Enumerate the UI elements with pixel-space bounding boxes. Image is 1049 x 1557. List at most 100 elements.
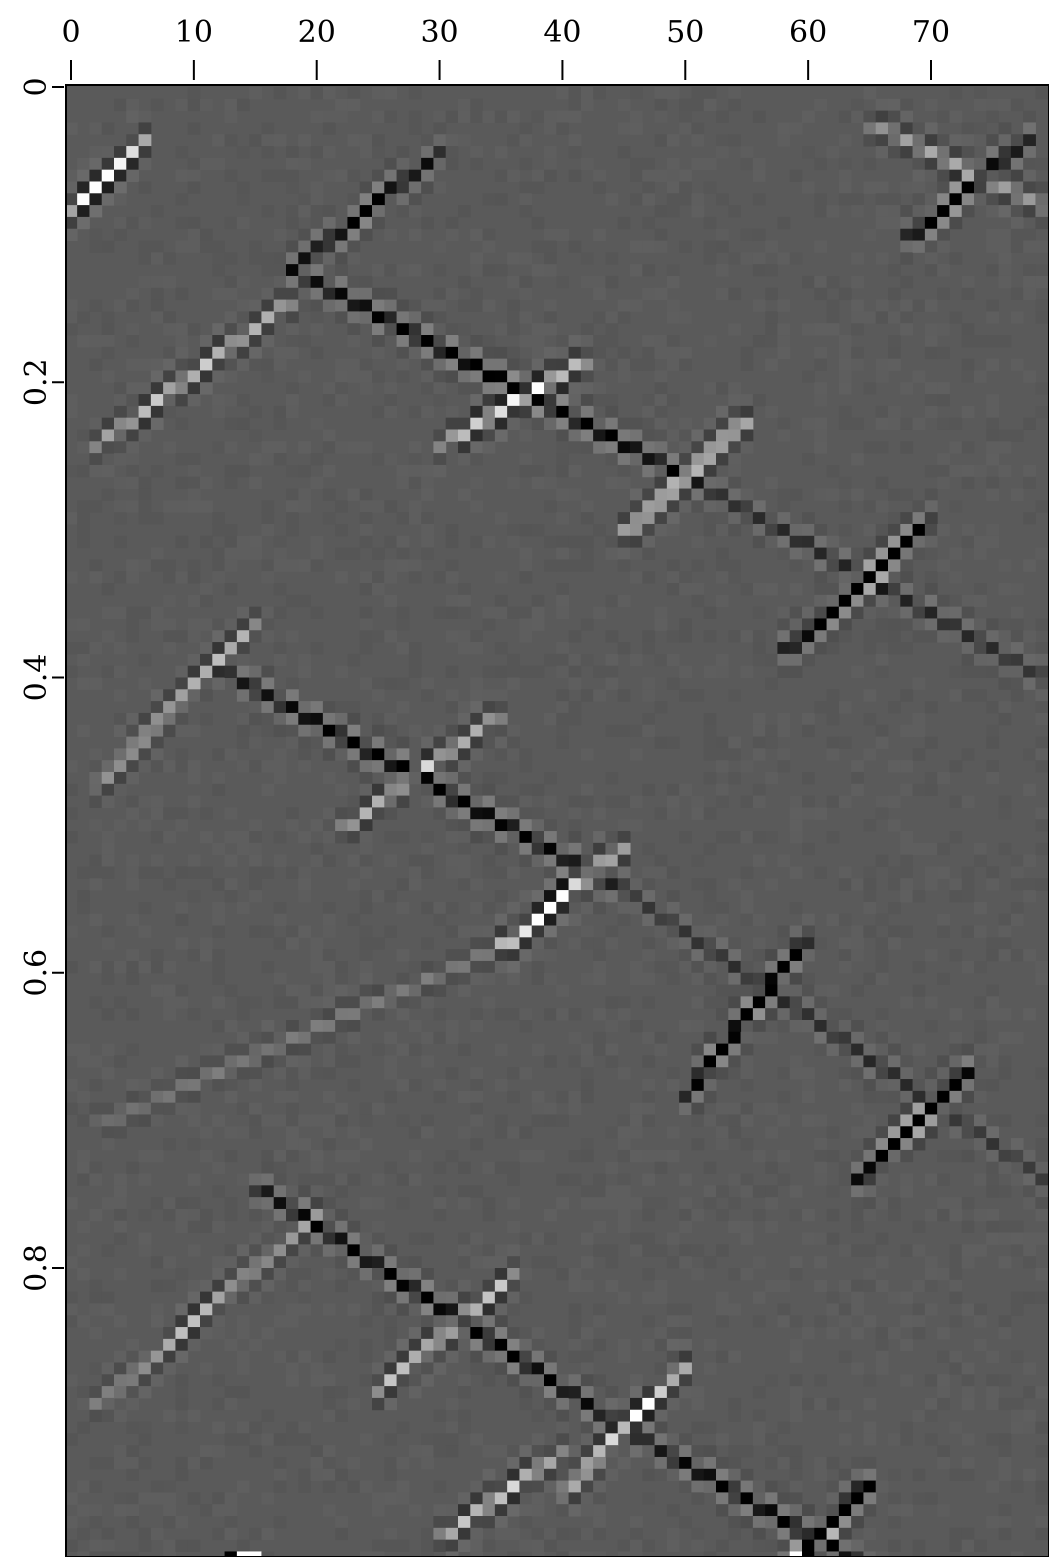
- heatmap-cell: [580, 1079, 594, 1092]
- heatmap-cell: [937, 228, 950, 242]
- heatmap-cell: [974, 960, 987, 974]
- heatmap-cell: [912, 1279, 926, 1293]
- heatmap-cell: [544, 346, 557, 360]
- heatmap-cell: [494, 1161, 508, 1175]
- heatmap-cell: [912, 984, 926, 997]
- heatmap-cell: [740, 1055, 754, 1068]
- heatmap-cell: [175, 1338, 189, 1352]
- heatmap-cell: [89, 878, 103, 891]
- heatmap-cell: [568, 535, 582, 549]
- heatmap-cell: [126, 287, 140, 301]
- heatmap-cell: [286, 1031, 299, 1045]
- heatmap-cell: [949, 252, 963, 265]
- heatmap-cell: [163, 1551, 176, 1557]
- heatmap-cell: [384, 157, 398, 171]
- heatmap-cell: [740, 1138, 754, 1151]
- heatmap-cell: [200, 712, 213, 726]
- heatmap-cell: [408, 1149, 422, 1163]
- heatmap-cell: [1023, 146, 1036, 159]
- heatmap-cell: [863, 1551, 877, 1557]
- heatmap-cell: [654, 500, 668, 513]
- heatmap-cell: [666, 571, 680, 584]
- heatmap-cell: [372, 724, 385, 738]
- heatmap-cell: [273, 358, 287, 371]
- heatmap-cell: [728, 134, 742, 147]
- heatmap-cell: [961, 1468, 975, 1482]
- heatmap-cell: [654, 960, 668, 974]
- heatmap-cell: [286, 630, 299, 643]
- heatmap-cell: [1023, 677, 1036, 690]
- heatmap-cell: [458, 1291, 471, 1304]
- heatmap-cell: [544, 1468, 557, 1482]
- heatmap-cell: [531, 1445, 545, 1458]
- heatmap-cell: [384, 1374, 398, 1387]
- heatmap-cell: [802, 653, 815, 667]
- heatmap-cell: [175, 1315, 189, 1328]
- heatmap-cell: [789, 547, 803, 560]
- heatmap-cell: [863, 630, 877, 643]
- heatmap-cell: [273, 1468, 287, 1482]
- heatmap-cell: [986, 264, 1000, 277]
- heatmap-cell: [679, 1386, 692, 1399]
- heatmap-cell: [937, 264, 950, 277]
- heatmap-cell: [163, 1539, 176, 1552]
- heatmap-cell: [433, 1527, 447, 1541]
- heatmap-cell: [900, 523, 914, 537]
- heatmap-cell: [286, 311, 299, 324]
- heatmap-cell: [531, 1527, 545, 1541]
- heatmap-cell: [802, 181, 815, 194]
- heatmap-cell: [212, 523, 226, 537]
- heatmap-cell: [838, 1173, 852, 1186]
- heatmap-cell: [1035, 1386, 1049, 1399]
- heatmap-cell: [212, 748, 226, 761]
- heatmap-cell: [814, 866, 828, 879]
- heatmap-cell: [359, 842, 373, 856]
- heatmap-cell: [998, 937, 1012, 950]
- heatmap-cell: [777, 335, 791, 348]
- heatmap-cell: [851, 1492, 864, 1505]
- heatmap-cell: [1023, 1421, 1036, 1434]
- heatmap-cell: [544, 1374, 557, 1387]
- heatmap-cell: [863, 311, 877, 324]
- heatmap-cell: [924, 488, 938, 501]
- heatmap-cell: [777, 252, 791, 265]
- heatmap-cell: [703, 382, 717, 395]
- heatmap-cell: [445, 417, 459, 430]
- heatmap-cell: [912, 134, 926, 147]
- heatmap-cell: [408, 1268, 422, 1281]
- heatmap-cell: [826, 323, 840, 336]
- heatmap-cell: [605, 1279, 619, 1293]
- heatmap-cell: [1010, 429, 1024, 442]
- heatmap-cell: [519, 122, 533, 135]
- heatmap-cell: [187, 559, 201, 572]
- heatmap-cell: [961, 535, 975, 549]
- heatmap-cell: [359, 984, 373, 997]
- heatmap-cell: [507, 960, 520, 974]
- heatmap-cell: [482, 1504, 496, 1517]
- heatmap-cell: [384, 559, 398, 572]
- heatmap-cell: [322, 1208, 336, 1222]
- heatmap-cell: [1023, 878, 1036, 891]
- heatmap-cell: [322, 960, 336, 974]
- heatmap-cell: [937, 1102, 950, 1115]
- heatmap-cell: [728, 949, 742, 962]
- heatmap-cell: [66, 1303, 78, 1316]
- heatmap-cell: [593, 181, 606, 194]
- heatmap-cell: [408, 559, 422, 572]
- heatmap-cell: [851, 1055, 864, 1068]
- heatmap-cell: [126, 724, 140, 738]
- heatmap-cell: [752, 1480, 766, 1493]
- heatmap-cell: [494, 594, 508, 608]
- heatmap-cell: [998, 122, 1012, 135]
- heatmap-cell: [519, 1338, 533, 1352]
- heatmap-cell: [937, 1374, 950, 1387]
- heatmap-cell: [593, 1504, 606, 1517]
- heatmap-cell: [666, 677, 680, 690]
- heatmap-cell: [544, 299, 557, 312]
- heatmap-cell: [494, 1445, 508, 1458]
- heatmap-cell: [77, 1220, 90, 1234]
- heatmap-cell: [765, 677, 778, 690]
- heatmap-cell: [236, 642, 250, 655]
- heatmap-cell: [396, 476, 410, 490]
- heatmap-cell: [494, 323, 508, 336]
